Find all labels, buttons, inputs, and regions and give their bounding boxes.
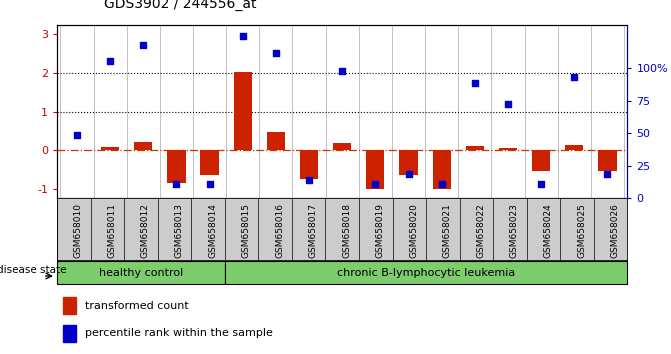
Bar	[167, 150, 185, 183]
Bar	[201, 150, 219, 175]
Bar	[466, 146, 484, 150]
Text: GSM658010: GSM658010	[74, 203, 83, 258]
Bar	[57, 262, 225, 284]
Text: GSM658022: GSM658022	[476, 203, 485, 258]
Text: GSM658015: GSM658015	[242, 203, 250, 258]
Point	[171, 181, 182, 187]
Text: healthy control: healthy control	[99, 268, 183, 278]
Bar	[134, 142, 152, 150]
Bar	[565, 145, 584, 150]
Text: GSM658024: GSM658024	[544, 203, 552, 258]
Point	[403, 171, 414, 177]
Point	[503, 101, 513, 107]
Bar	[366, 150, 384, 189]
Text: GSM658012: GSM658012	[141, 203, 150, 258]
Text: GSM658020: GSM658020	[409, 203, 418, 258]
Text: GDS3902 / 244556_at: GDS3902 / 244556_at	[104, 0, 256, 11]
Point	[204, 181, 215, 187]
Point	[470, 80, 480, 85]
Text: transformed count: transformed count	[85, 301, 189, 310]
Text: chronic B-lymphocytic leukemia: chronic B-lymphocytic leukemia	[337, 268, 515, 278]
Bar	[225, 262, 627, 284]
Point	[536, 181, 547, 187]
Bar	[333, 143, 352, 150]
Text: GSM658019: GSM658019	[376, 203, 384, 258]
Text: GSM658023: GSM658023	[510, 203, 519, 258]
Point	[436, 181, 447, 187]
Bar	[63, 325, 76, 342]
Text: disease state: disease state	[0, 265, 66, 275]
Point	[138, 42, 148, 48]
Bar	[399, 150, 417, 175]
Text: GSM658021: GSM658021	[443, 203, 452, 258]
Bar	[599, 150, 617, 171]
Text: GSM658025: GSM658025	[577, 203, 586, 258]
Point	[304, 177, 315, 183]
Bar	[63, 297, 76, 314]
Bar	[101, 147, 119, 150]
Text: GSM658026: GSM658026	[611, 203, 619, 258]
Bar	[499, 148, 517, 150]
Point	[105, 58, 115, 63]
Point	[602, 171, 613, 177]
Bar	[532, 150, 550, 171]
Text: GSM658016: GSM658016	[275, 203, 284, 258]
Point	[270, 50, 281, 56]
Text: percentile rank within the sample: percentile rank within the sample	[85, 328, 273, 338]
Bar	[433, 150, 451, 189]
Bar	[267, 132, 285, 150]
Point	[569, 74, 580, 80]
Text: GSM658018: GSM658018	[342, 203, 351, 258]
Bar	[300, 150, 318, 179]
Point	[72, 133, 83, 138]
Bar	[234, 72, 252, 150]
Point	[337, 68, 348, 74]
Text: GSM658013: GSM658013	[174, 203, 183, 258]
Text: GSM658017: GSM658017	[309, 203, 317, 258]
Text: GSM658011: GSM658011	[107, 203, 116, 258]
Point	[370, 181, 380, 187]
Point	[238, 34, 248, 39]
Text: GSM658014: GSM658014	[208, 203, 217, 258]
